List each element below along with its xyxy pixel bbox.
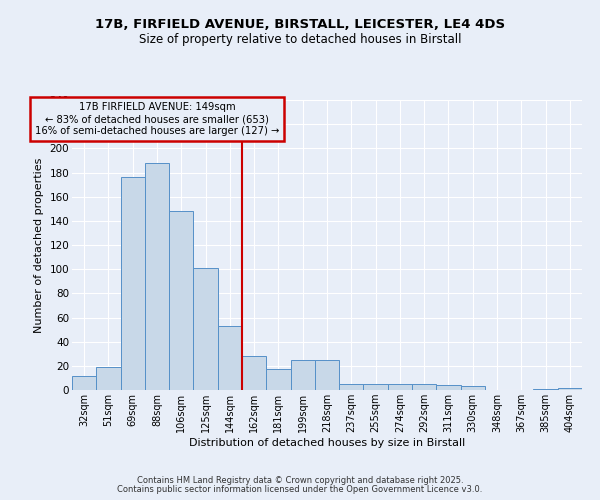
Bar xyxy=(72,376,96,390)
Bar xyxy=(412,384,436,390)
Bar xyxy=(339,384,364,390)
Bar xyxy=(558,388,582,390)
Y-axis label: Number of detached properties: Number of detached properties xyxy=(34,158,44,332)
Bar xyxy=(169,211,193,390)
Bar xyxy=(364,384,388,390)
Text: 17B, FIRFIELD AVENUE, BIRSTALL, LEICESTER, LE4 4DS: 17B, FIRFIELD AVENUE, BIRSTALL, LEICESTE… xyxy=(95,18,505,30)
Bar xyxy=(145,163,169,390)
Bar xyxy=(193,268,218,390)
Text: Contains public sector information licensed under the Open Government Licence v3: Contains public sector information licen… xyxy=(118,485,482,494)
Bar xyxy=(121,178,145,390)
Bar xyxy=(533,389,558,390)
Bar xyxy=(315,360,339,390)
Bar xyxy=(290,360,315,390)
Bar xyxy=(266,370,290,390)
Bar xyxy=(96,367,121,390)
Bar xyxy=(461,386,485,390)
Bar xyxy=(436,385,461,390)
Bar xyxy=(242,356,266,390)
Bar xyxy=(388,384,412,390)
Text: Contains HM Land Registry data © Crown copyright and database right 2025.: Contains HM Land Registry data © Crown c… xyxy=(137,476,463,485)
Bar xyxy=(218,326,242,390)
Text: Size of property relative to detached houses in Birstall: Size of property relative to detached ho… xyxy=(139,32,461,46)
X-axis label: Distribution of detached houses by size in Birstall: Distribution of detached houses by size … xyxy=(189,438,465,448)
Text: 17B FIRFIELD AVENUE: 149sqm
← 83% of detached houses are smaller (653)
16% of se: 17B FIRFIELD AVENUE: 149sqm ← 83% of det… xyxy=(35,102,279,136)
